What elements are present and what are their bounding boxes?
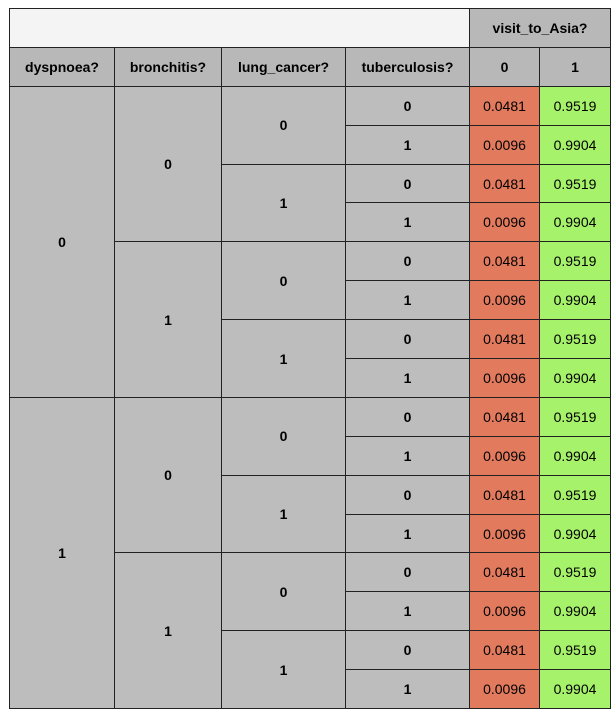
bronchitis-cell: 0 xyxy=(114,85,222,243)
state-header-0: 0 xyxy=(469,46,540,87)
header-blank-cell xyxy=(9,8,470,48)
probability-state-0: 0.0096 xyxy=(469,124,540,165)
table-row: 1 0 0.0481 0.9519 xyxy=(10,630,611,710)
tuberculosis-cell: 1 xyxy=(345,280,470,321)
probability-state-0: 0.0096 xyxy=(469,669,540,710)
probability-state-0: 0.0481 xyxy=(469,396,540,437)
dyspnoea-cell: 0 xyxy=(9,85,115,398)
probability-state-1: 0.9904 xyxy=(539,669,611,710)
table-row: 1 0 0.0481 0.9519 xyxy=(10,163,611,243)
probability-state-1: 0.9519 xyxy=(539,163,611,204)
table-row: 1 0 0.0481 0.9519 xyxy=(10,319,611,398)
table-row: 1 0 0 0.0481 0.9519 xyxy=(10,241,611,398)
column-header-tuberculosis: tuberculosis? xyxy=(345,46,470,87)
lung-cancer-cell: 1 xyxy=(221,319,346,398)
probability-state-1: 0.9904 xyxy=(539,124,611,165)
probability-state-1: 0.9904 xyxy=(539,513,611,554)
bronchitis-cell: 0 xyxy=(114,396,222,554)
target-variable-header: visit_to_Asia? xyxy=(469,8,611,48)
probability-state-1: 0.9519 xyxy=(539,241,611,282)
table-row: 1 0 0 0 0.0481 0.9519 xyxy=(9,396,611,710)
table-row: 1 0.0096 0.9904 xyxy=(10,591,611,632)
tuberculosis-cell: 1 xyxy=(345,669,470,710)
probability-state-1: 0.9904 xyxy=(539,591,611,632)
tuberculosis-cell: 0 xyxy=(345,474,470,515)
probability-state-1: 0.9519 xyxy=(539,396,611,437)
column-header-lung-cancer: lung_cancer? xyxy=(221,46,346,87)
probability-state-1: 0.9519 xyxy=(539,552,611,593)
probability-state-1: 0.9904 xyxy=(539,435,611,476)
tuberculosis-cell: 1 xyxy=(345,358,470,398)
probability-state-1: 0.9904 xyxy=(539,202,611,243)
tuberculosis-cell: 0 xyxy=(345,241,470,282)
tuberculosis-cell: 1 xyxy=(345,591,470,632)
bronchitis-cell: 1 xyxy=(114,552,222,710)
probability-state-0: 0.0481 xyxy=(469,630,540,671)
tuberculosis-cell: 0 xyxy=(345,396,470,437)
probability-state-1: 0.9519 xyxy=(539,474,611,515)
lung-cancer-cell: 1 xyxy=(221,163,346,243)
table-row: 1 0.0096 0.9904 xyxy=(10,280,611,321)
table-row: 1 0.0096 0.9904 xyxy=(10,435,611,476)
probability-state-0: 0.0096 xyxy=(469,513,540,554)
probability-state-0: 0.0096 xyxy=(469,280,540,321)
lung-cancer-cell: 1 xyxy=(221,630,346,710)
tuberculosis-cell: 0 xyxy=(345,85,470,126)
lung-cancer-cell: 0 xyxy=(221,241,346,321)
table-row: 0 0 0 0 0.0481 0.9519 xyxy=(9,85,611,398)
lung-cancer-cell: 0 xyxy=(221,396,346,476)
lung-cancer-cell: 1 xyxy=(221,474,346,554)
probability-state-0: 0.0481 xyxy=(469,319,540,360)
probability-state-1: 0.9904 xyxy=(539,280,611,321)
tuberculosis-cell: 0 xyxy=(345,630,470,671)
probability-state-0: 0.0096 xyxy=(469,435,540,476)
probability-state-0: 0.0481 xyxy=(469,474,540,515)
probability-state-0: 0.0481 xyxy=(469,241,540,282)
tuberculosis-cell: 1 xyxy=(345,513,470,554)
table-row: 1 0 0.0481 0.9519 xyxy=(10,474,611,554)
table-row: 1 0.0096 0.9904 xyxy=(10,669,611,710)
probability-state-0: 0.0481 xyxy=(469,552,540,593)
column-header-bronchitis: bronchitis? xyxy=(114,46,222,87)
bronchitis-cell: 1 xyxy=(114,241,222,398)
probability-state-0: 0.0481 xyxy=(469,85,540,126)
table-body: 0 0 0 0 0.0481 0.9519 1 0.0096 0.9904 1 0 0.0481 0.9… xyxy=(9,85,611,710)
tuberculosis-cell: 1 xyxy=(345,124,470,165)
probability-table: visit_to_Asia? dyspnoea? bronchitis? lun… xyxy=(9,8,611,710)
tuberculosis-cell: 0 xyxy=(345,319,470,360)
probability-state-0: 0.0096 xyxy=(469,591,540,632)
probability-state-1: 0.9519 xyxy=(539,630,611,671)
column-header-dyspnoea: dyspnoea? xyxy=(9,46,115,87)
tuberculosis-cell: 0 xyxy=(345,163,470,204)
probability-state-1: 0.9519 xyxy=(539,85,611,126)
dyspnoea-cell: 1 xyxy=(9,396,115,710)
probability-state-0: 0.0481 xyxy=(469,163,540,204)
tuberculosis-cell: 1 xyxy=(345,202,470,243)
tuberculosis-cell: 0 xyxy=(345,552,470,593)
lung-cancer-cell: 0 xyxy=(221,552,346,632)
probability-state-1: 0.9519 xyxy=(539,319,611,360)
table-row: 1 0.0096 0.9904 xyxy=(10,358,611,398)
probability-state-1: 0.9904 xyxy=(539,358,611,398)
probability-state-0: 0.0096 xyxy=(469,202,540,243)
lung-cancer-cell: 0 xyxy=(221,85,346,165)
probability-state-0: 0.0096 xyxy=(469,358,540,398)
state-header-1: 1 xyxy=(539,46,611,87)
table-row: 1 0 0 0.0481 0.9519 xyxy=(10,552,611,710)
table-row: 1 0.0096 0.9904 xyxy=(10,202,611,243)
tuberculosis-cell: 1 xyxy=(345,435,470,476)
table-row: 1 0.0096 0.9904 xyxy=(10,124,611,165)
